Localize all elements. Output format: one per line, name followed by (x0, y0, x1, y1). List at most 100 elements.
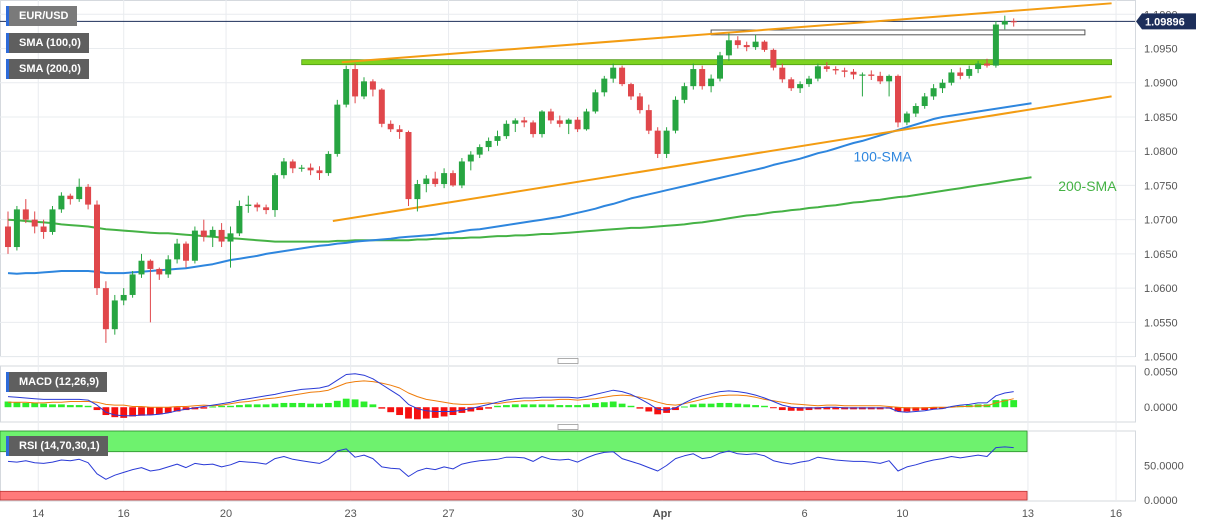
candle-body (147, 260, 154, 269)
candle-body (636, 96, 643, 111)
macd-histogram-bar (13, 402, 21, 408)
rsi-legend-label: RSI (14,70,30,1) (19, 440, 100, 452)
y-tick-label: 1.0600 (1144, 283, 1178, 295)
candle-body (58, 195, 65, 210)
candle-body (5, 226, 11, 248)
panel-resize-handle (557, 358, 579, 364)
x-tick-label: 6 (801, 508, 807, 520)
candle-body (823, 66, 830, 70)
macd-histogram-bar (307, 403, 314, 408)
macd-histogram-bar (218, 405, 225, 408)
candle-body (405, 132, 412, 200)
candle-body (984, 63, 990, 66)
candle-body (530, 122, 537, 135)
y-tick-label: 1.0800 (1144, 146, 1178, 158)
macd-histogram-bar (796, 407, 804, 411)
macd-histogram-bar (244, 404, 252, 408)
macd-histogram-bar (342, 398, 350, 408)
macd-histogram-bar (75, 405, 83, 408)
candle-body (539, 111, 545, 135)
upper-channel-trendline (341, 2, 1112, 64)
macd-histogram-bar (111, 407, 119, 418)
y-tick-label: 1.0900 (1144, 78, 1178, 90)
macd-histogram-bar (823, 407, 831, 410)
candle-body (316, 170, 323, 174)
macd-histogram-bar (84, 405, 92, 408)
candle-body (992, 24, 999, 66)
candle-body (672, 99, 679, 131)
candle-body (441, 173, 448, 185)
macd-histogram-bar (672, 407, 679, 411)
y-tick-label: 1.0550 (1144, 317, 1178, 329)
macd-panel-frame (0, 365, 1136, 423)
lower-support-trendline (332, 95, 1112, 223)
candle-body (85, 186, 92, 205)
sma100-legend[interactable]: SMA (100,0) (6, 33, 89, 53)
x-tick-label: 30 (571, 508, 583, 520)
sma200-line (7, 176, 1032, 243)
last-price-tag (1136, 13, 1196, 30)
candle-body (788, 79, 795, 89)
rsi-y-tick-label: 50.0000 (1144, 461, 1184, 473)
candle-body (40, 226, 47, 232)
resistance-box (710, 29, 1086, 36)
candle-body (272, 175, 278, 211)
macd-histogram-bar (227, 405, 234, 408)
candle-body (512, 120, 519, 124)
macd-histogram-bar (325, 402, 332, 408)
macd-signal-line (8, 380, 1014, 409)
macd-histogram-bar (636, 407, 644, 409)
macd-histogram-bar (716, 402, 724, 408)
candle-body (877, 75, 884, 82)
candle-body (138, 260, 145, 275)
candle-body (868, 74, 875, 76)
macd-histogram-bar (681, 406, 688, 408)
y-tick-label: 1.0700 (1144, 215, 1178, 227)
macd-histogram-bar (4, 401, 12, 408)
x-tick-label: 23 (345, 508, 357, 520)
candle-body (396, 129, 403, 133)
candle-body (903, 113, 910, 123)
macd-histogram-bar (271, 403, 279, 408)
candle-body (67, 195, 74, 200)
candle-body (814, 66, 821, 79)
candle-body (1001, 21, 1008, 25)
candle-body (325, 153, 332, 174)
macd-histogram-bar (485, 407, 492, 409)
candle-body (841, 70, 848, 72)
macd-histogram-bar (503, 405, 510, 408)
macd-histogram-bar (164, 407, 172, 413)
candle-body (174, 243, 181, 260)
candle-body (476, 147, 483, 155)
macd-histogram-bar (1001, 399, 1009, 408)
macd-histogram-bar (583, 404, 590, 408)
macd-histogram-bar (761, 405, 768, 408)
candle-body (307, 167, 314, 171)
rsi-y-tick-label: 0.0000 (1144, 495, 1178, 507)
candle-body (280, 161, 287, 176)
candle-body (467, 154, 474, 162)
macd-histogram-bar (49, 404, 56, 408)
macd-histogram-bar (770, 407, 777, 409)
macd-histogram-bar (129, 407, 136, 417)
candle-body (770, 49, 777, 68)
last-price-label: 1.09896 (1145, 16, 1185, 28)
macd-legend[interactable]: MACD (12,26,9) (6, 372, 108, 392)
macd-histogram-bar (209, 406, 217, 408)
candle-body (975, 63, 982, 70)
macd-histogram-bar (654, 407, 662, 415)
y-tick-label: 1.0750 (1144, 180, 1178, 192)
macd-histogram-bar (511, 404, 519, 408)
macd-histogram-bar (894, 407, 902, 412)
macd-histogram-bar (992, 400, 1000, 408)
candle-body (183, 243, 189, 261)
rsi-legend[interactable]: RSI (14,70,30,1) (6, 436, 108, 456)
sma200-legend[interactable]: SMA (200,0) (6, 59, 89, 79)
candles-group (5, 15, 1017, 343)
symbol-legend[interactable]: EUR/USD (6, 6, 77, 26)
candle-body (592, 92, 599, 112)
candle-body (645, 110, 652, 131)
candle-body (254, 204, 261, 208)
macd-histogram-bar (547, 404, 555, 408)
